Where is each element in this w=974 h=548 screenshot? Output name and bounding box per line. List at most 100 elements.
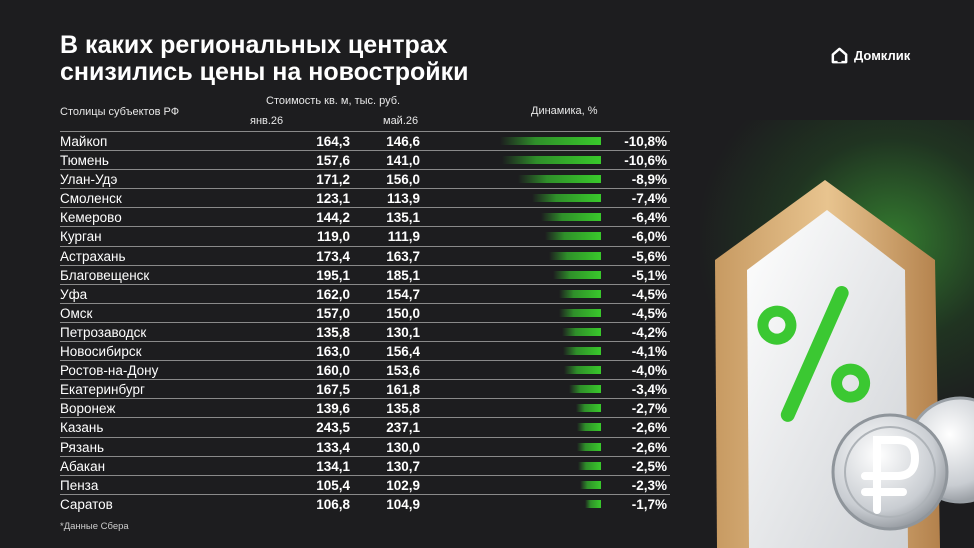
city-name: Благовещенск <box>60 267 150 283</box>
price-jan: 139,6 <box>316 401 350 417</box>
city-name: Екатеринбург <box>60 382 145 398</box>
city-name: Астрахань <box>60 248 126 264</box>
change-bar <box>579 480 601 489</box>
table-row: Курган 119,0 111,9 -6,0% <box>60 226 670 245</box>
change-bar <box>561 327 601 336</box>
bar-track <box>500 442 601 451</box>
city-name: Абакан <box>60 458 106 474</box>
change-value: -2,7% <box>631 401 667 417</box>
price-table: Майкоп 164,3 146,6 -10,8% Тюмень 157,6 141,0 -1… <box>60 131 670 513</box>
city-name: Майкоп <box>60 134 108 149</box>
change-bar <box>576 442 601 451</box>
header-dynamics: Динамика, % <box>531 105 598 117</box>
bar-track <box>500 175 601 184</box>
title-line-2: снизились цены на новостройки <box>60 58 469 86</box>
bar-track <box>500 385 601 394</box>
bar-track <box>500 366 601 375</box>
table-row: Благовещенск 195,1 185,1 -5,1% <box>60 264 670 284</box>
table-row: Омск 157,0 150,0 -4,5% <box>60 302 670 322</box>
change-bar <box>541 213 601 222</box>
price-may: 141,0 <box>386 153 420 169</box>
price-may: 130,1 <box>386 324 420 340</box>
city-name: Новосибирск <box>60 344 142 360</box>
change-bar <box>548 251 601 260</box>
change-bar <box>544 232 601 241</box>
change-value: -6,4% <box>631 210 667 226</box>
table-row: Казань 243,5 237,1 -2,6% <box>60 417 670 436</box>
table-row: Тюмень 157,6 141,0 -10,6% <box>60 150 670 169</box>
price-jan: 171,2 <box>316 172 350 188</box>
bar-track <box>500 327 601 336</box>
price-may: 130,0 <box>386 439 420 455</box>
table-row: Рязань 133,4 130,0 -2,6% <box>60 436 670 456</box>
change-value: -4,2% <box>631 324 667 340</box>
change-bar <box>575 404 601 413</box>
price-may: 154,7 <box>386 286 420 302</box>
percent-tag-illustration <box>715 180 974 548</box>
brand-name: Домклик <box>854 48 911 63</box>
price-may: 156,0 <box>386 172 420 188</box>
price-jan: 164,3 <box>316 134 350 149</box>
table-row: Абакан 134,1 130,7 -2,5% <box>60 455 670 475</box>
price-may: 161,8 <box>386 382 420 398</box>
price-jan: 162,0 <box>316 286 350 302</box>
change-bar <box>563 366 601 375</box>
change-bar <box>500 137 601 145</box>
bar-track <box>500 251 601 260</box>
price-may: 104,9 <box>386 496 420 512</box>
change-value: -3,4% <box>631 382 667 398</box>
city-name: Петрозаводск <box>60 324 147 340</box>
change-bar <box>531 194 601 203</box>
change-value: -10,6% <box>624 153 667 169</box>
change-bar <box>501 156 601 165</box>
price-jan: 195,1 <box>316 267 350 283</box>
change-value: -5,6% <box>631 248 667 264</box>
brand-logo: Домклик <box>830 46 910 65</box>
change-bar <box>558 289 601 298</box>
bar-track <box>500 461 601 470</box>
change-bar <box>558 308 601 317</box>
percent-icon <box>757 285 871 422</box>
table-row: Уфа 162,0 154,7 -4,5% <box>60 283 670 303</box>
change-value: -2,5% <box>631 458 667 474</box>
bar-track <box>500 347 601 356</box>
change-value: -2,3% <box>631 477 667 493</box>
price-jan: 157,6 <box>316 153 350 169</box>
bar-track <box>500 194 601 203</box>
price-jan: 163,0 <box>316 344 350 360</box>
city-name: Кемерово <box>60 210 122 226</box>
price-may: 111,9 <box>387 229 420 245</box>
change-value: -6,0% <box>631 229 667 245</box>
table-row: Кемерово 144,2 135,1 -6,4% <box>60 207 670 226</box>
city-name: Рязань <box>60 439 105 455</box>
price-jan: 134,1 <box>316 458 350 474</box>
title-line-1: В каких региональных центрах <box>60 31 448 59</box>
price-may: 150,0 <box>386 305 420 321</box>
city-name: Пенза <box>60 477 99 493</box>
change-bar <box>517 175 601 184</box>
price-may: 130,7 <box>386 458 420 474</box>
price-jan: 135,8 <box>316 324 350 340</box>
bar-track <box>500 404 601 413</box>
price-jan: 157,0 <box>316 305 350 321</box>
table-row: Новосибирск 163,0 156,4 -4,1% <box>60 341 670 360</box>
change-value: -7,4% <box>631 191 667 207</box>
price-may: 135,8 <box>386 401 420 417</box>
change-value: -4,1% <box>631 344 667 360</box>
city-name: Тюмень <box>60 153 109 169</box>
table-row: Смоленск 123,1 113,9 -7,4% <box>60 188 670 207</box>
change-value: -2,6% <box>631 439 667 455</box>
change-bar <box>569 385 601 394</box>
bar-track <box>500 289 601 298</box>
city-name: Ростов-на-Дону <box>60 363 159 379</box>
table-row: Саратов 106,8 104,9 -1,7% <box>60 493 670 513</box>
table-row: Воронеж 139,6 135,8 -2,7% <box>60 398 670 417</box>
price-jan: 119,0 <box>316 229 350 245</box>
price-may: 153,6 <box>386 363 420 379</box>
change-bar <box>553 270 601 279</box>
change-bar <box>585 499 601 508</box>
change-value: -8,9% <box>631 172 667 188</box>
change-value: -5,1% <box>631 267 667 283</box>
price-may: 163,7 <box>386 248 420 264</box>
city-name: Воронеж <box>60 401 116 417</box>
